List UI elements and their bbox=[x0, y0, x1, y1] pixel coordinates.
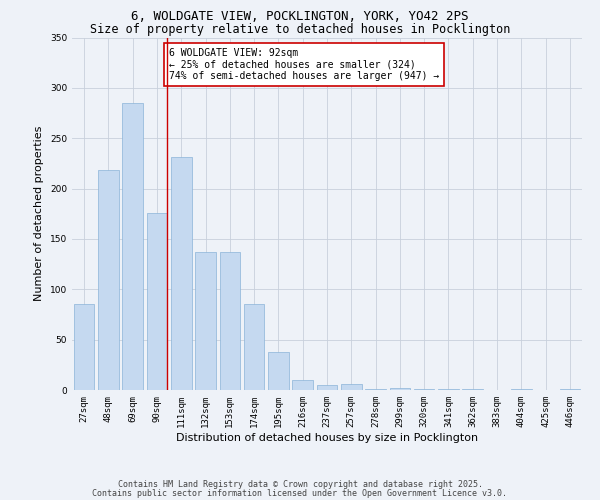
Bar bbox=[146, 212, 167, 390]
Bar bbox=[463, 389, 483, 390]
Text: Contains HM Land Registry data © Crown copyright and database right 2025.: Contains HM Land Registry data © Crown c… bbox=[118, 480, 482, 489]
Bar bbox=[365, 389, 386, 390]
Bar bbox=[341, 384, 362, 390]
Y-axis label: Number of detached properties: Number of detached properties bbox=[34, 126, 44, 302]
Bar bbox=[244, 304, 265, 390]
Bar bbox=[220, 252, 240, 390]
Bar bbox=[98, 170, 119, 390]
Bar bbox=[414, 389, 434, 390]
Bar bbox=[195, 252, 216, 390]
Text: 6, WOLDGATE VIEW, POCKLINGTON, YORK, YO42 2PS: 6, WOLDGATE VIEW, POCKLINGTON, YORK, YO4… bbox=[131, 10, 469, 23]
Bar bbox=[560, 389, 580, 390]
Bar bbox=[74, 304, 94, 390]
Bar bbox=[171, 158, 191, 390]
Bar bbox=[268, 352, 289, 390]
Bar bbox=[511, 389, 532, 390]
Bar bbox=[438, 389, 459, 390]
Text: 6 WOLDGATE VIEW: 92sqm
← 25% of detached houses are smaller (324)
74% of semi-de: 6 WOLDGATE VIEW: 92sqm ← 25% of detached… bbox=[169, 48, 439, 81]
Bar bbox=[122, 103, 143, 390]
Text: Size of property relative to detached houses in Pocklington: Size of property relative to detached ho… bbox=[90, 22, 510, 36]
X-axis label: Distribution of detached houses by size in Pocklington: Distribution of detached houses by size … bbox=[176, 432, 478, 442]
Bar bbox=[389, 388, 410, 390]
Bar bbox=[292, 380, 313, 390]
Bar bbox=[317, 385, 337, 390]
Text: Contains public sector information licensed under the Open Government Licence v3: Contains public sector information licen… bbox=[92, 488, 508, 498]
